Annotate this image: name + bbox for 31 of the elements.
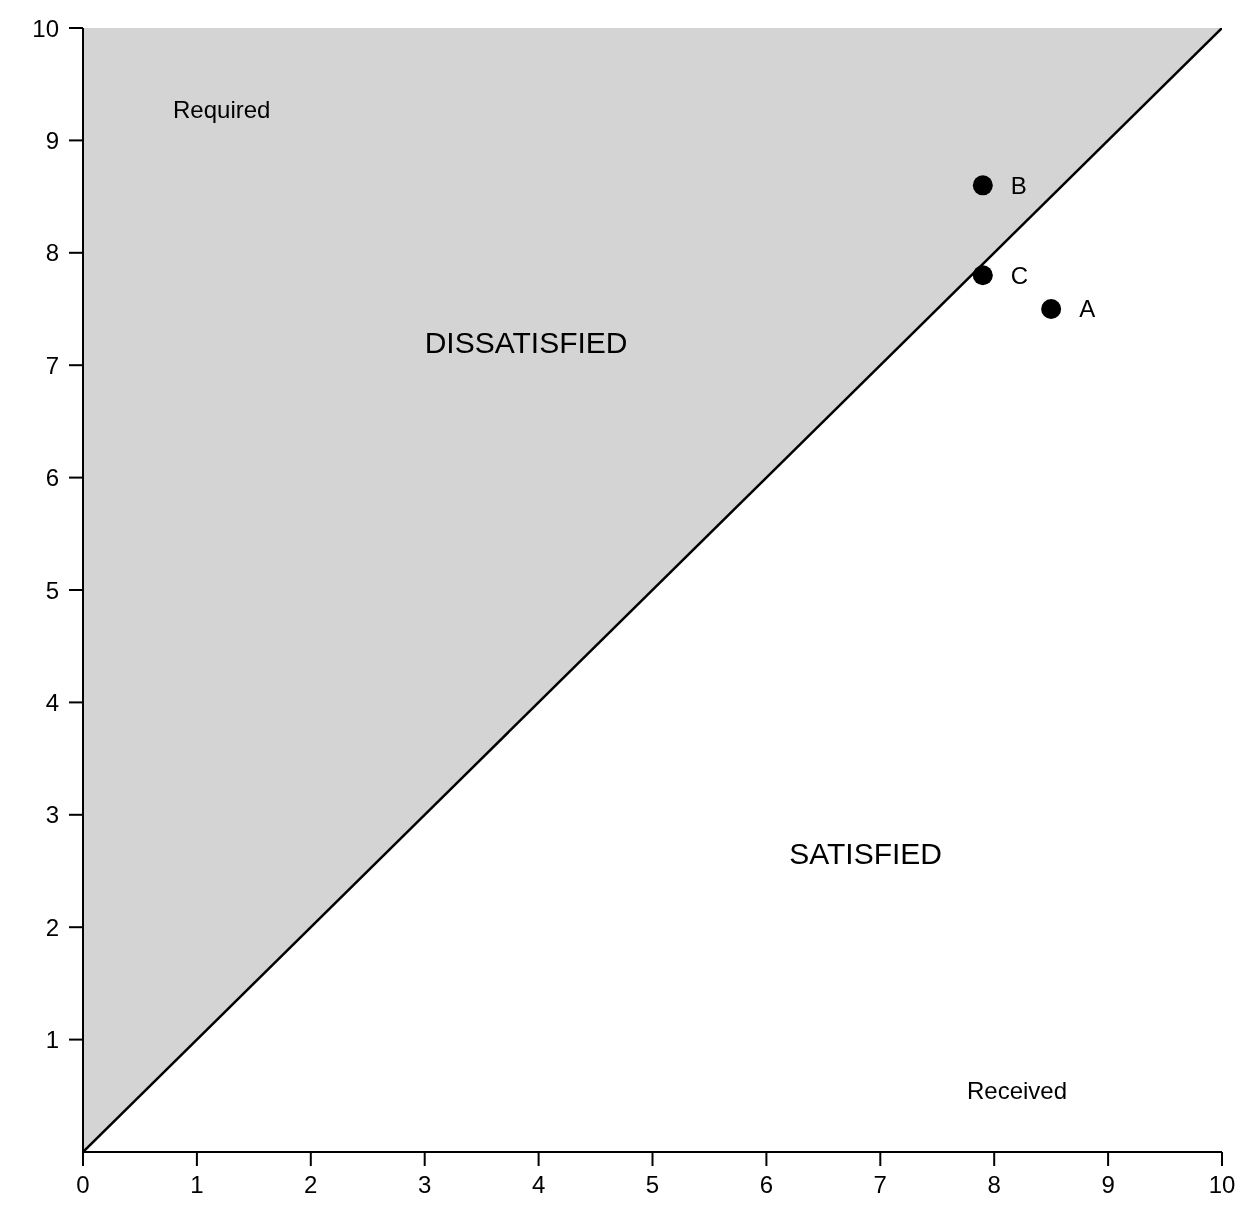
x-tick-label: 6: [759, 1171, 774, 1199]
point: [1041, 299, 1062, 319]
y-axis-title: Required: [173, 96, 271, 124]
x-tick-label: 2: [304, 1171, 318, 1199]
y-tick-label: 2: [45, 913, 59, 941]
y-tick-label: 4: [45, 688, 59, 716]
annotation: SATISFIED: [789, 837, 942, 872]
point: [972, 265, 993, 286]
point: [972, 175, 993, 196]
y-tick-label: 9: [45, 126, 59, 154]
x-tick-label: 4: [531, 1171, 546, 1199]
x-tick-label: 1: [190, 1171, 204, 1199]
y-tick-label: 1: [45, 1026, 59, 1054]
y-tick-label: 6: [45, 464, 59, 492]
x-tick-label: 0: [76, 1171, 90, 1199]
x-axis-title: Received: [967, 1077, 1068, 1105]
y-tick-label: 8: [45, 239, 59, 267]
x-tick-label: 7: [873, 1171, 887, 1199]
x-tick-label: 5: [645, 1171, 660, 1199]
y-tick-label: 7: [45, 351, 59, 379]
y-tick-label: 10: [32, 14, 59, 42]
y-tick-label: 3: [45, 801, 59, 829]
data-label: A: [1079, 295, 1096, 323]
x-tick-label: 8: [987, 1171, 1001, 1199]
data-label: B: [1010, 171, 1027, 199]
data-label: C: [1010, 261, 1029, 289]
x-tick-label: 3: [418, 1171, 432, 1199]
x-tick-label: 10: [1208, 1171, 1236, 1199]
x-tick-label: 9: [1101, 1171, 1115, 1199]
y-tick-label: 5: [45, 576, 59, 604]
annotation: DISSATISFIED: [424, 325, 628, 360]
